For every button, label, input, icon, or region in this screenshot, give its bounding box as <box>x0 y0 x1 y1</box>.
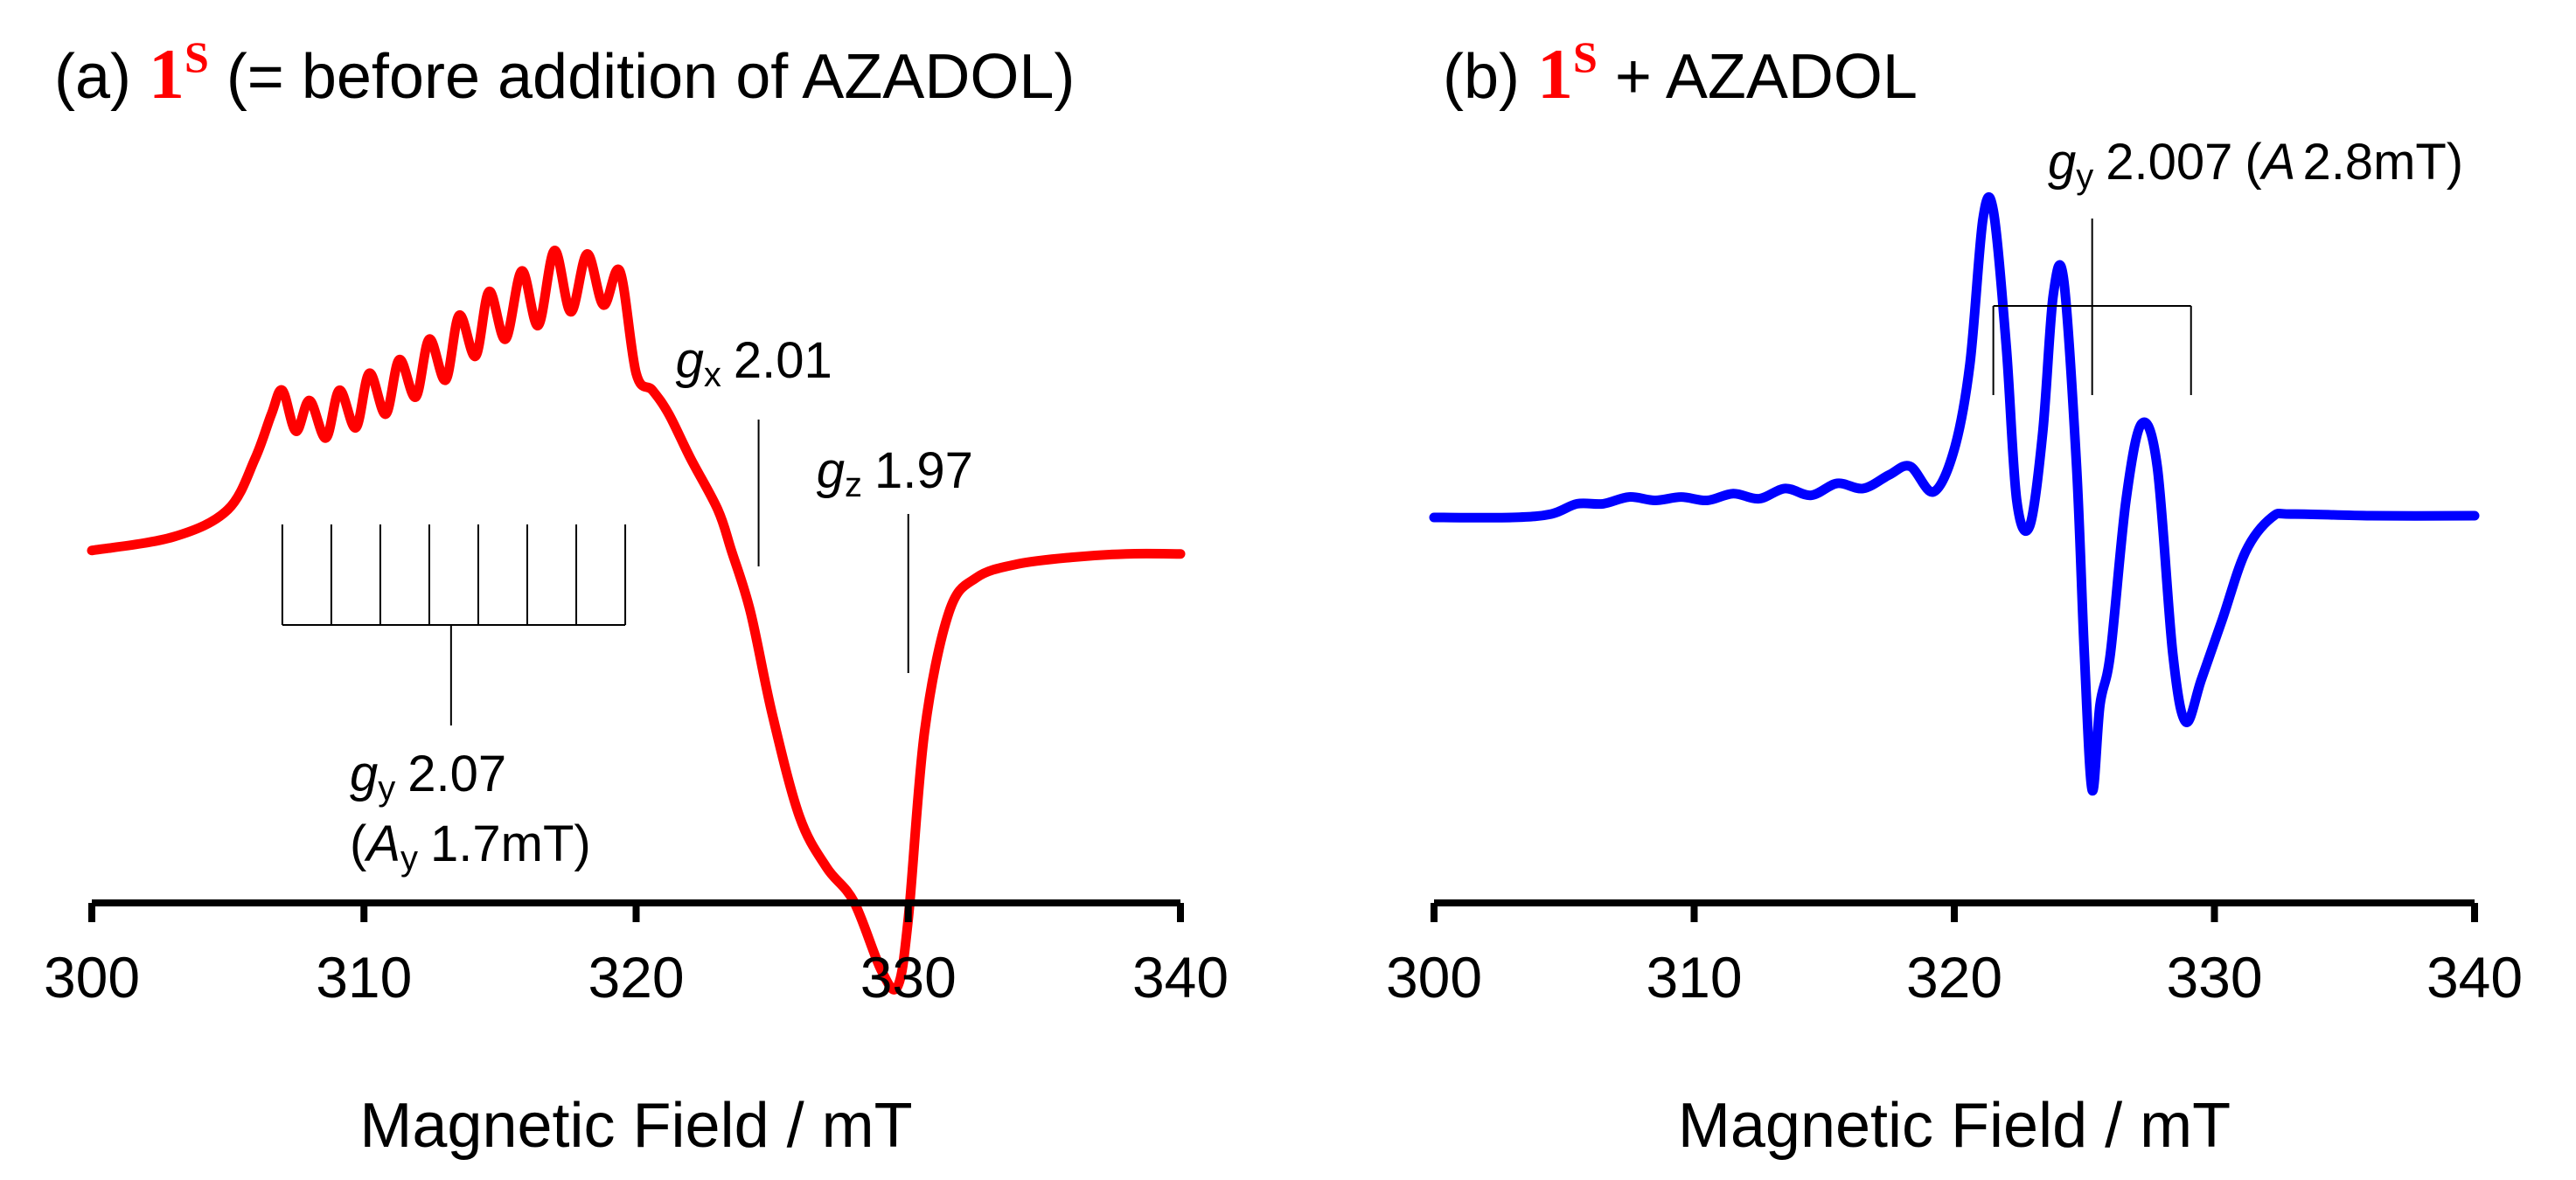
panel-a-x-axis-label: Magnetic Field / mT <box>359 1091 912 1161</box>
gz-subscript: z <box>845 466 862 504</box>
panel-b-spectrum-line <box>1429 192 2480 796</box>
gx-symbol: g <box>676 332 704 389</box>
panel-b-tick-label-340: 340 <box>2426 945 2523 1010</box>
gy-a-coupling-symbol: A <box>364 816 400 872</box>
panel-b-tick-label-320: 320 <box>1906 945 2002 1010</box>
panel-b-title-suffix: + AZADOL <box>1598 42 1918 112</box>
panel-b: (b) 1S + AZADOL gy 2.007 (A 2.8mT) 300 310 32… <box>1386 32 2523 1161</box>
panel-a-tick-label-340: 340 <box>1132 945 1229 1010</box>
panel-a-spectrum-line <box>87 246 1186 995</box>
panel-b-hyperfine-diagram <box>1992 219 2192 395</box>
panel-b-tick-label-310: 310 <box>1646 945 1742 1010</box>
panel-b-title-prefix: (b) <box>1443 42 1537 112</box>
panel-a-hyperfine-diagram <box>281 524 627 725</box>
panel-a-compound-sup: S <box>184 32 209 81</box>
gy-a-subscript: y <box>378 769 395 808</box>
gx-subscript: x <box>704 356 721 394</box>
gy-a-value: 2.07 <box>407 746 506 802</box>
panel-b-x-axis: 300 310 320 330 340 <box>1386 899 2523 1010</box>
panel-b-title: (b) 1S + AZADOL <box>1443 32 1918 114</box>
gy-b-value: 2.007 <box>2106 134 2232 191</box>
panel-a-x-axis: 300 310 320 330 340 <box>44 899 1229 1010</box>
panel-a: (a) 1S (= before addition of AZADOL) gx 2… <box>44 32 1229 1161</box>
gz-value: 1.97 <box>874 442 973 499</box>
gy-a-coupling-paren: ( <box>350 816 366 872</box>
gy-a-coupling-value: 1.7mT) <box>430 816 591 872</box>
panel-a-tick-label-300: 300 <box>44 945 140 1010</box>
panel-b-x-axis-label: Magnetic Field / mT <box>1678 1091 2231 1161</box>
panel-a-tick-label-320: 320 <box>588 945 684 1010</box>
panel-b-tick-label-330: 330 <box>2166 945 2262 1010</box>
gy-b-coupling-symbol: A <box>2259 134 2296 191</box>
gy-a-coupling-label: (Ay 1.7mT) <box>350 816 591 878</box>
gx-label: gx 2.01 <box>676 332 832 394</box>
panel-b-tick-label-300: 300 <box>1386 945 1482 1010</box>
gy-b-coupling-paren: ( <box>2245 134 2261 191</box>
panel-a-title-suffix: (= before addition of AZADOL) <box>209 42 1076 112</box>
panel-a-title: (a) 1S (= before addition of AZADOL) <box>54 32 1075 114</box>
gy-a-coupling-subscript: y <box>400 839 418 878</box>
panel-a-tick-label-330: 330 <box>860 945 957 1010</box>
gy-b-coupling-value: 2.8mT) <box>2302 134 2463 191</box>
gz-label: gz 1.97 <box>817 442 973 504</box>
panel-a-compound: 1 <box>149 34 184 114</box>
panel-b-compound: 1 <box>1537 34 1573 114</box>
gy-a-symbol: g <box>350 746 378 802</box>
gy-b-symbol: g <box>2048 134 2076 191</box>
gy-a-label: gy 2.07 <box>350 746 506 808</box>
gy-b-subscript: y <box>2076 157 2093 196</box>
panel-b-compound-sup: S <box>1573 32 1598 81</box>
panel-a-tick-label-310: 310 <box>316 945 412 1010</box>
panel-a-title-prefix: (a) <box>54 42 149 112</box>
gx-value: 2.01 <box>734 332 832 389</box>
gz-symbol: g <box>817 442 845 499</box>
gy-b-label: gy 2.007 (A 2.8mT) <box>2048 134 2463 196</box>
